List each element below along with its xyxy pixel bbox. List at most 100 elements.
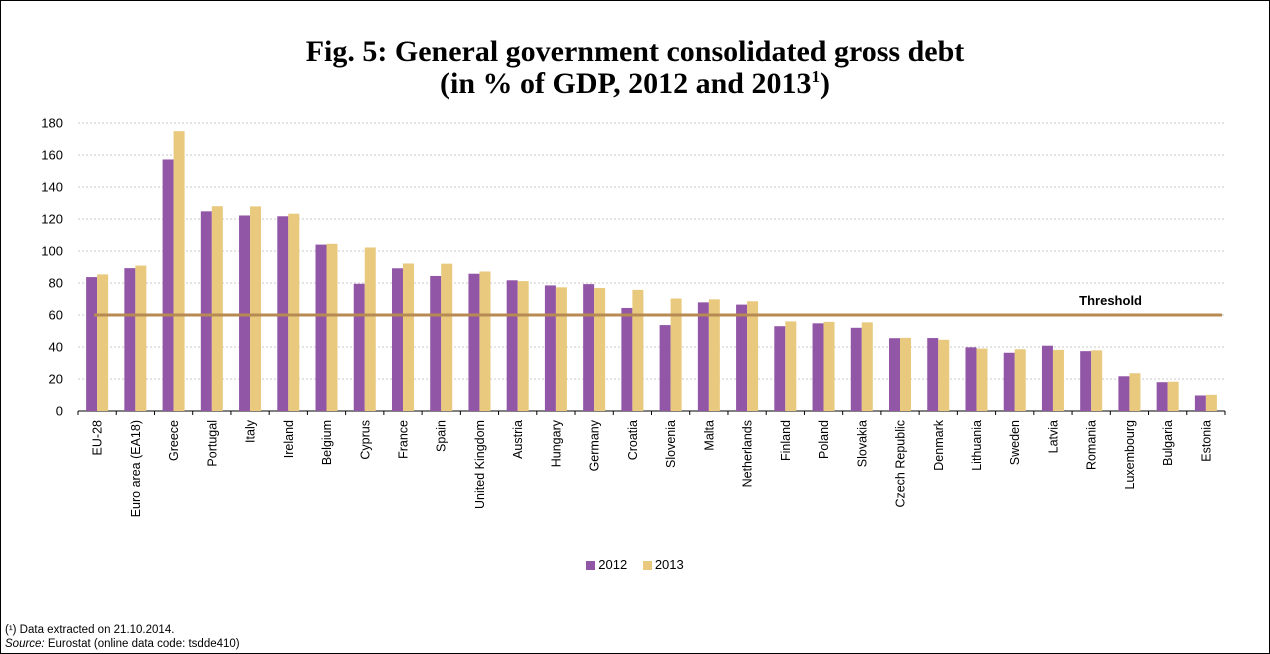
x-tick-label: Slovenia bbox=[664, 420, 678, 468]
bar-2012-11 bbox=[506, 280, 518, 411]
x-tick-label: Austria bbox=[511, 420, 525, 459]
bar-2012-20 bbox=[850, 327, 862, 411]
y-tick-label: 140 bbox=[41, 180, 63, 195]
x-tick-label: France bbox=[396, 420, 410, 459]
x-tick-label: Euro area (EA18) bbox=[129, 420, 143, 517]
title-close-paren: ) bbox=[819, 67, 830, 100]
bar-2013-0 bbox=[97, 274, 109, 411]
bar-2012-12 bbox=[544, 285, 556, 411]
y-tick-label: 80 bbox=[49, 276, 63, 291]
x-tick-label: United Kingdom bbox=[473, 420, 487, 509]
x-tick-label: Ireland bbox=[282, 420, 296, 458]
x-tick-label: Croatia bbox=[626, 420, 640, 460]
x-tick-label: Greece bbox=[167, 420, 181, 461]
x-tick-label: Cyprus bbox=[358, 420, 372, 460]
legend-swatch-2013 bbox=[642, 561, 652, 571]
bar-2012-16 bbox=[697, 302, 709, 411]
legend-item-2012: 2012 bbox=[586, 557, 627, 572]
chart-title: Fig. 5: General government consolidated … bbox=[0, 36, 1270, 100]
bar-2013-18 bbox=[785, 321, 797, 411]
x-tick-label: Bulgaria bbox=[1161, 420, 1175, 466]
x-tick-label: Spain bbox=[435, 420, 449, 452]
bar-2013-20 bbox=[861, 322, 873, 411]
bar-2012-15 bbox=[659, 325, 671, 411]
bar-2013-25 bbox=[1052, 349, 1064, 411]
x-tick-label: Estonia bbox=[1199, 420, 1213, 462]
legend-label-2012: 2012 bbox=[598, 557, 628, 572]
legend-swatch-2012 bbox=[586, 561, 596, 571]
source-note: Source: Eurostat (online data code: tsdd… bbox=[5, 638, 240, 650]
bar-2012-8 bbox=[391, 268, 403, 411]
bar-2012-14 bbox=[621, 307, 633, 411]
title-line-2: (in % of GDP, 2012 and 20131) bbox=[0, 68, 1270, 100]
y-tick-label: 20 bbox=[49, 372, 63, 387]
bar-2012-10 bbox=[468, 273, 480, 411]
x-tick-label: Finland bbox=[779, 420, 793, 461]
bar-2012-25 bbox=[1041, 345, 1053, 411]
bar-2012-21 bbox=[889, 338, 901, 411]
bar-2012-24 bbox=[1003, 352, 1015, 411]
bar-2013-13 bbox=[594, 287, 606, 411]
legend: 2012 2013 bbox=[0, 557, 1270, 572]
source-label: Source: bbox=[5, 638, 45, 650]
x-tick-label: Czech Republic bbox=[894, 420, 908, 508]
bar-2013-19 bbox=[823, 321, 835, 411]
x-tick-label: Sweden bbox=[1008, 420, 1022, 465]
y-tick-label: 120 bbox=[41, 212, 63, 227]
bar-2013-4 bbox=[250, 206, 262, 411]
bar-2013-26 bbox=[1091, 350, 1103, 411]
x-tick-label: Lithuania bbox=[970, 420, 984, 471]
bar-2012-26 bbox=[1080, 351, 1092, 411]
bar-2012-22 bbox=[927, 338, 939, 411]
y-tick-label: 0 bbox=[56, 404, 63, 419]
title-line-2-text: (in % of GDP, 2012 and 2013 bbox=[440, 67, 812, 100]
x-tick-label: Hungary bbox=[549, 419, 563, 467]
bar-2013-16 bbox=[708, 299, 720, 411]
bar-2012-18 bbox=[774, 326, 786, 411]
legend-item-2013: 2013 bbox=[642, 557, 684, 572]
y-tick-label: 100 bbox=[41, 244, 63, 259]
x-tick-label: Portugal bbox=[205, 420, 219, 467]
bar-2012-1 bbox=[124, 268, 136, 411]
legend-label-2013: 2013 bbox=[654, 557, 684, 572]
bar-2013-3 bbox=[211, 206, 223, 411]
bar-2013-11 bbox=[517, 281, 529, 411]
bar-2013-9 bbox=[441, 263, 453, 411]
bar-2013-17 bbox=[747, 301, 759, 411]
bar-2012-19 bbox=[812, 323, 824, 411]
bar-2013-8 bbox=[402, 263, 414, 411]
bar-2013-27 bbox=[1129, 373, 1141, 411]
bar-2012-17 bbox=[736, 304, 748, 411]
source-text: Eurostat (online data code: tsdde410) bbox=[44, 638, 240, 650]
x-tick-label: Netherlands bbox=[741, 420, 755, 487]
bar-2013-2 bbox=[173, 131, 185, 411]
bar-2013-22 bbox=[938, 339, 950, 411]
x-tick-label: Germany bbox=[588, 419, 602, 471]
x-tick-label: Poland bbox=[817, 420, 831, 459]
bar-2012-9 bbox=[430, 275, 442, 411]
bar-2012-2 bbox=[162, 159, 174, 411]
title-line-1: Fig. 5: General government consolidated … bbox=[305, 35, 965, 68]
bar-2013-23 bbox=[976, 348, 988, 411]
bar-2012-0 bbox=[86, 277, 98, 411]
bar-2013-28 bbox=[1167, 381, 1179, 411]
bar-2012-23 bbox=[965, 347, 977, 411]
x-tick-label: EU-28 bbox=[91, 420, 105, 455]
bar-2012-7 bbox=[353, 283, 365, 411]
bar-2012-6 bbox=[315, 244, 327, 411]
y-tick-label: 40 bbox=[49, 340, 63, 355]
bar-2012-4 bbox=[239, 215, 251, 411]
bar-2013-12 bbox=[555, 287, 567, 411]
bar-2013-29 bbox=[1205, 394, 1217, 411]
y-tick-label: 160 bbox=[41, 148, 63, 163]
bar-2013-10 bbox=[479, 271, 491, 411]
bar-2013-5 bbox=[288, 213, 300, 411]
bar-2012-28 bbox=[1156, 382, 1168, 411]
y-tick-label: 60 bbox=[49, 308, 63, 323]
x-tick-label: Denmark bbox=[932, 419, 946, 470]
bar-2012-13 bbox=[583, 284, 595, 411]
x-tick-label: Romania bbox=[1085, 420, 1099, 470]
bar-2012-27 bbox=[1118, 376, 1130, 411]
x-tick-label: Latvia bbox=[1046, 420, 1060, 453]
